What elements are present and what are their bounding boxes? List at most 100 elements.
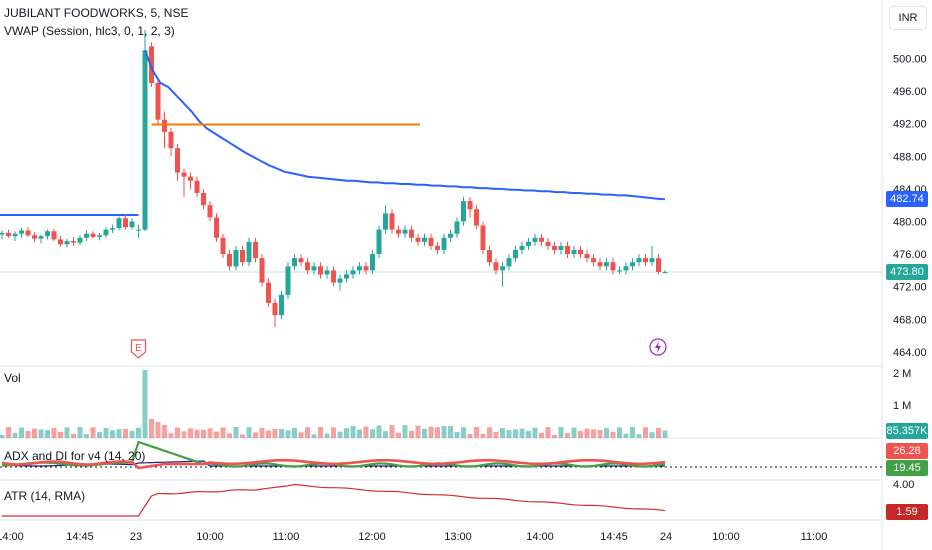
atr-pane-label: ATR (14, RMA) xyxy=(4,489,86,503)
volume-bar xyxy=(448,426,453,438)
candle-body xyxy=(422,237,427,242)
last-price-badge: 473.80 xyxy=(886,264,928,280)
candle-body xyxy=(129,221,135,228)
volume-bar xyxy=(142,370,148,438)
time-tick-label: 11:00 xyxy=(273,531,300,543)
candle-body xyxy=(493,262,499,271)
candle-body xyxy=(643,258,648,263)
candle-body xyxy=(519,245,525,250)
candle-body xyxy=(19,230,24,234)
candle-body xyxy=(558,245,564,250)
volume-bar xyxy=(376,425,382,438)
volume-bar xyxy=(168,433,174,438)
currency-button[interactable]: INR xyxy=(889,6,927,30)
candle-body xyxy=(253,241,258,259)
time-tick-label: 14:45 xyxy=(66,531,94,543)
volume-bar xyxy=(6,427,11,438)
candle-body xyxy=(656,258,661,272)
candle-body xyxy=(45,231,50,237)
volume-bar xyxy=(272,428,278,438)
volume-bar xyxy=(643,427,648,438)
candle-body xyxy=(597,262,603,267)
volume-bar xyxy=(344,428,349,438)
candle-body xyxy=(103,229,109,236)
volume-bar xyxy=(539,432,544,438)
volume-bar xyxy=(103,427,109,438)
volume-bar xyxy=(331,427,336,438)
adx-green-badge: 19.45 xyxy=(886,460,928,476)
candle-body xyxy=(402,229,408,234)
volume-bar xyxy=(19,427,24,438)
candle-body xyxy=(428,237,434,246)
candle-body xyxy=(246,241,252,263)
volume-bar xyxy=(474,427,479,438)
volume-bar xyxy=(552,434,557,438)
candle-body xyxy=(636,258,642,263)
volume-bar xyxy=(285,430,291,438)
volume-bar xyxy=(51,428,57,438)
price-tick-label: 480.00 xyxy=(893,216,927,228)
volume-bar xyxy=(45,430,50,438)
volume-bar xyxy=(493,431,499,438)
volume-bar xyxy=(389,425,395,438)
time-tick-label: 14:00 xyxy=(526,531,554,543)
candle-body xyxy=(136,229,141,231)
volume-bar xyxy=(58,431,63,438)
volume-bar xyxy=(318,427,323,438)
candle-body xyxy=(142,50,148,230)
candle-body xyxy=(539,237,544,242)
candle-body xyxy=(578,250,583,255)
candle-body xyxy=(363,266,369,271)
candle-body xyxy=(649,258,655,263)
candle-body xyxy=(84,233,89,238)
volume-bar xyxy=(435,427,440,438)
candle-body xyxy=(201,192,206,206)
volume-bar xyxy=(175,427,180,438)
volume-bar xyxy=(71,433,76,438)
candle-body xyxy=(591,258,596,263)
volume-bar xyxy=(578,431,583,438)
price-tick-label: 476.00 xyxy=(893,249,927,261)
candle-body xyxy=(441,237,447,250)
candle-body xyxy=(571,250,577,255)
candle-body xyxy=(357,266,362,271)
time-tick-label: 23 xyxy=(130,531,142,543)
volume-bar xyxy=(12,432,18,438)
volume-bar xyxy=(428,426,434,438)
time-tick-label: 10:00 xyxy=(196,531,224,543)
volume-bar xyxy=(240,434,245,438)
candle-body xyxy=(617,270,622,272)
candle-body xyxy=(623,266,629,271)
candle-body xyxy=(610,262,616,271)
volume-bar xyxy=(155,422,161,438)
volume-bar xyxy=(194,429,200,438)
candle-body xyxy=(6,232,11,237)
volume-bar xyxy=(84,434,89,438)
candle-body xyxy=(584,254,590,259)
volume-bar xyxy=(162,425,167,438)
volume-bar xyxy=(513,429,518,438)
volume-bar xyxy=(487,427,492,438)
volume-bar xyxy=(97,432,102,438)
time-tick-label: 11:00 xyxy=(801,531,828,543)
candle-body xyxy=(487,250,492,263)
atr-tick-label: 4.00 xyxy=(893,479,914,491)
volume-bar xyxy=(253,432,258,438)
volume-bar xyxy=(383,431,388,438)
volume-bar xyxy=(90,427,96,438)
price-tick-label: 472.00 xyxy=(893,282,927,294)
volume-bar xyxy=(38,429,44,438)
candle-body xyxy=(376,229,382,255)
candle-body xyxy=(116,218,122,228)
volume-bar xyxy=(370,429,375,438)
candle-body xyxy=(298,258,304,263)
candle-body xyxy=(480,225,486,250)
candle-body xyxy=(188,176,193,181)
candle-body xyxy=(220,237,226,255)
vwap-legend: VWAP (Session, hlc3, 0, 1, 2, 3) xyxy=(4,24,175,38)
volume-bar xyxy=(266,430,271,438)
volume-bar xyxy=(214,431,219,438)
volume-bar xyxy=(636,434,642,438)
candle-body xyxy=(285,266,291,295)
